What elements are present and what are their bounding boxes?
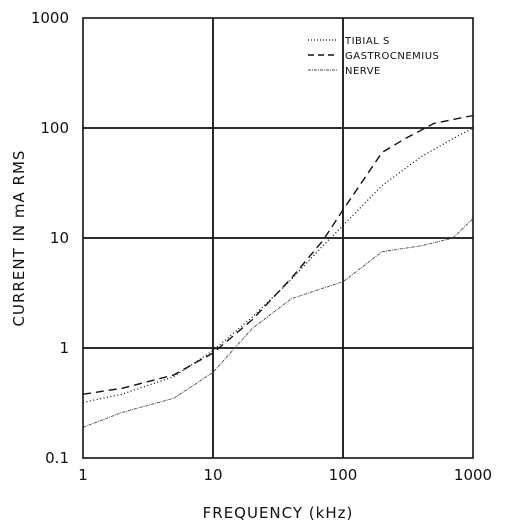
legend: TIBIAL S GASTROCNEMIUS NERVE bbox=[308, 36, 439, 77]
plot-frame bbox=[82, 17, 474, 459]
legend-label-nerve: NERVE bbox=[345, 66, 381, 77]
x-tick-label: 100 bbox=[329, 466, 358, 484]
x-tick-labels: 1 10 100 1000 bbox=[78, 466, 492, 484]
y-tick-label: 0.1 bbox=[45, 449, 69, 467]
y-tick-label: 10 bbox=[50, 229, 69, 247]
y-axis-title: CURRENT IN mA RMS bbox=[10, 150, 28, 327]
y-tick-label: 100 bbox=[40, 119, 69, 137]
y-tick-label: 1 bbox=[59, 339, 69, 357]
series-line-gastrocnemius bbox=[82, 114, 474, 395]
grid bbox=[83, 18, 473, 458]
series-line-tibial-s bbox=[82, 127, 474, 404]
x-axis-title: FREQUENCY (kHz) bbox=[203, 504, 354, 522]
x-tick-label: 10 bbox=[203, 466, 222, 484]
x-tick-label: 1000 bbox=[454, 466, 492, 484]
y-tick-labels: 0.1 1 10 100 1000 bbox=[31, 9, 69, 467]
series-layer bbox=[82, 114, 474, 428]
series-line-nerve bbox=[82, 218, 474, 428]
legend-label-tibial: TIBIAL S bbox=[344, 36, 390, 47]
legend-label-gastrocnemius: GASTROCNEMIUS bbox=[345, 51, 439, 62]
x-tick-label: 1 bbox=[78, 466, 88, 484]
y-tick-label: 1000 bbox=[31, 9, 69, 27]
